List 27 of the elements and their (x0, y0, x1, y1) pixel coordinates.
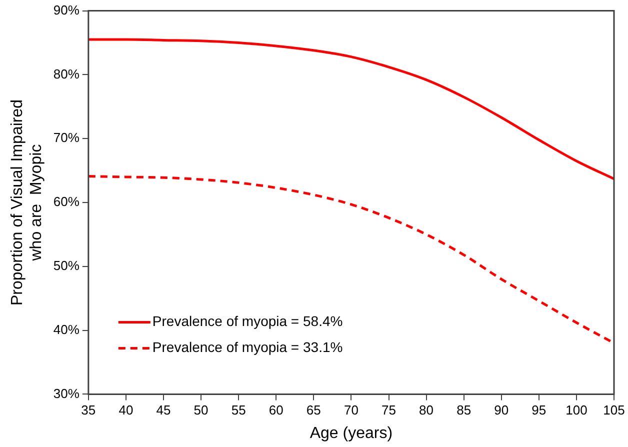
x-tick-label: 75 (382, 402, 396, 418)
x-tick-label: 70 (344, 402, 358, 418)
x-tick-label: 85 (456, 402, 472, 418)
y-tick-label: 90% (53, 2, 80, 18)
x-tick-label: 50 (194, 402, 208, 418)
y-axis-title: Proportion of Visual Impaired who are Myopic (9, 99, 46, 306)
y-tick-label: 40% (53, 322, 80, 337)
x-tick-label: 100 (566, 402, 588, 418)
y-tick-label: 60% (53, 194, 80, 210)
y-tick-label: 70% (53, 130, 80, 146)
y-tick-label: 30% (53, 386, 80, 401)
x-tick-label: 95 (532, 402, 546, 418)
y-tick-label: 80% (53, 66, 80, 82)
x-tick-label: 105 (603, 402, 625, 418)
x-axis-title: Age (years) (310, 424, 393, 442)
x-tick-label: 60 (268, 402, 284, 418)
x-tick-label: 90 (494, 402, 509, 418)
line-series (88, 38, 614, 180)
x-tick-label: 35 (81, 402, 96, 418)
x-tick-label: 45 (156, 402, 171, 418)
x-tick-label: 55 (231, 402, 246, 418)
x-tick-label: 65 (306, 402, 321, 418)
x-tick-label: 80 (419, 402, 434, 418)
legend-label: Prevalence of myopia = 33.1% (152, 339, 343, 356)
y-tick-label: 50% (53, 258, 80, 273)
x-tick-label: 40 (118, 402, 134, 418)
legend-label: Prevalence of myopia = 58.4% (152, 313, 343, 330)
